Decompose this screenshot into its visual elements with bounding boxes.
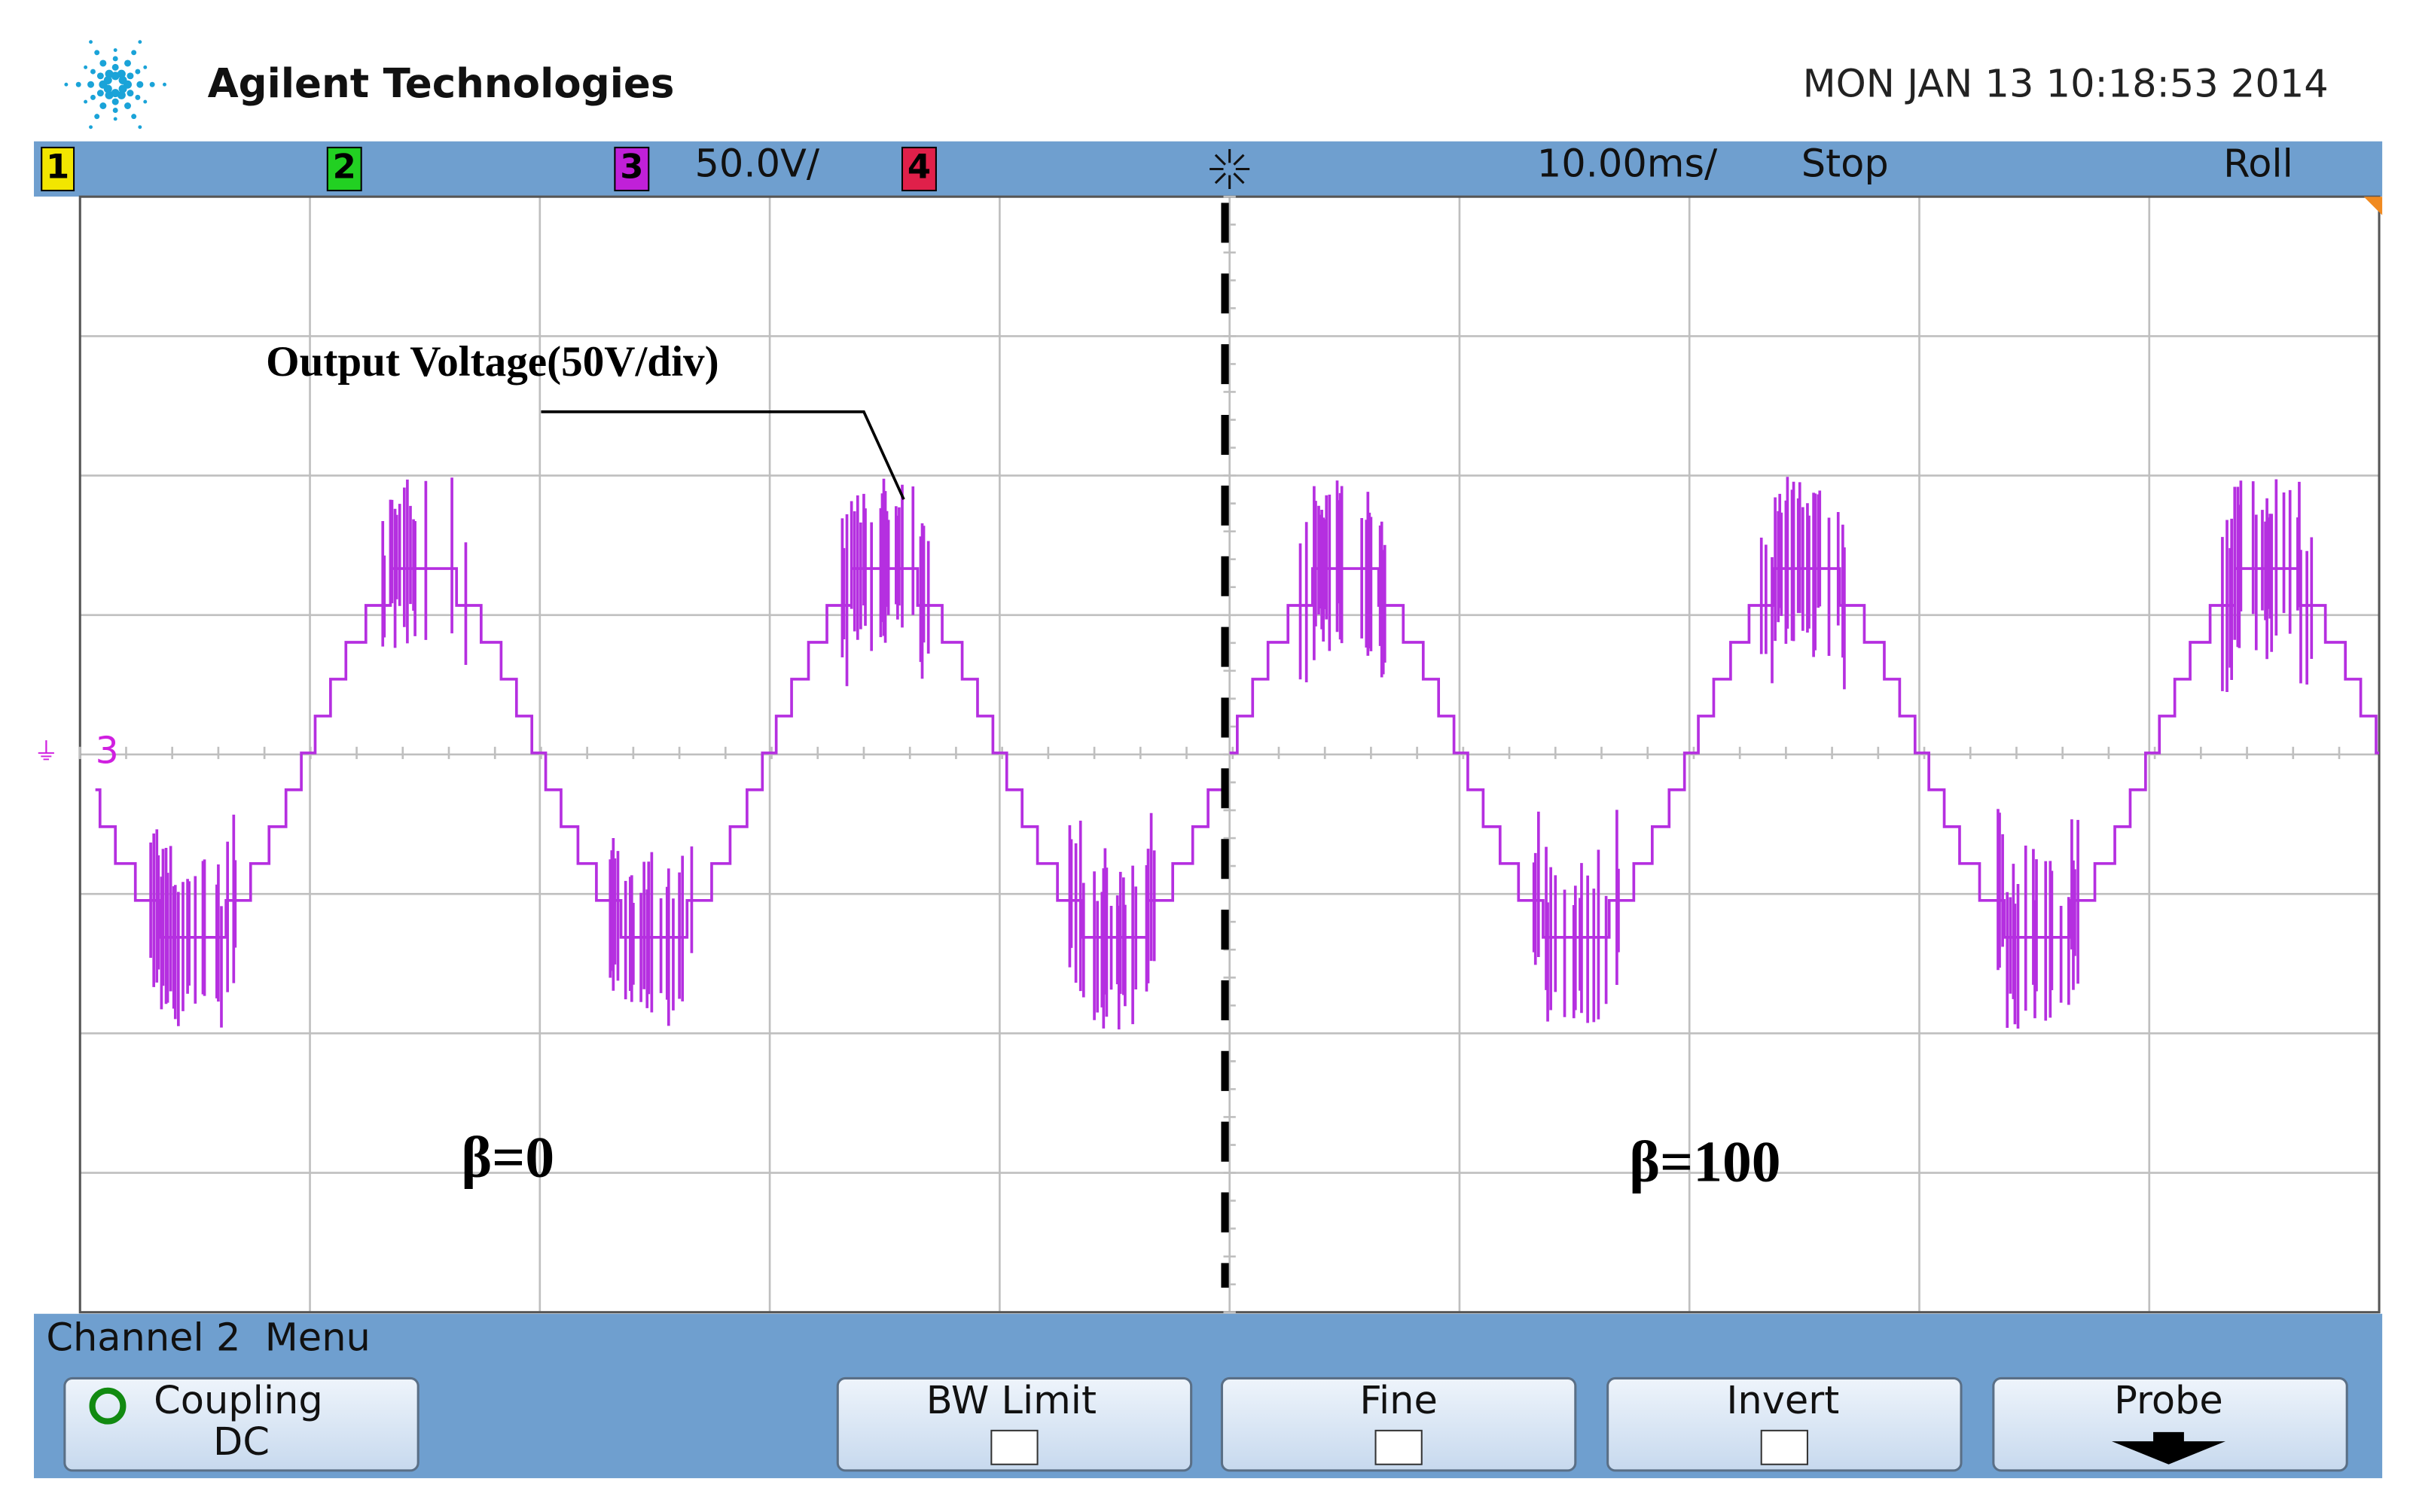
logo-dot	[113, 117, 117, 121]
logo-dot	[99, 59, 107, 67]
logo-dot	[149, 81, 155, 87]
logo-dot	[131, 50, 137, 56]
trigger-ray	[1233, 154, 1245, 166]
logo-dot	[143, 65, 148, 69]
region-label-right: β=100	[1629, 1129, 1780, 1194]
logo-dot	[131, 114, 137, 120]
logo-dot	[112, 56, 118, 62]
logo-dot	[89, 40, 93, 44]
logo-dot	[138, 40, 142, 44]
channel-3-box[interactable]	[614, 146, 650, 192]
run-state: Stop	[1801, 142, 1889, 186]
softkey-label[interactable]: Probe	[2114, 1379, 2223, 1423]
logo-dot	[113, 48, 117, 52]
softkey[interactable]: BW Limit	[836, 1376, 1193, 1472]
logo-dot	[99, 102, 107, 110]
annotation-leader	[541, 410, 905, 500]
softkey-button[interactable]	[836, 1376, 1193, 1472]
acquisition-mode: Roll	[2223, 142, 2293, 186]
logo-dot	[143, 99, 148, 104]
logo-dot	[87, 81, 95, 88]
logo-dot	[90, 94, 96, 100]
logo-dot	[136, 81, 144, 88]
logo-dot	[118, 84, 127, 93]
logo-dot	[124, 59, 131, 67]
logo-dot	[90, 69, 96, 75]
logo-dot	[135, 94, 141, 100]
trigger-icon	[1210, 148, 1250, 189]
channel-4[interactable]: 4	[908, 146, 931, 186]
softkey[interactable]: Fine	[1220, 1376, 1577, 1472]
channel-2-box[interactable]	[326, 146, 362, 192]
menu-title: Channel 2 Menu	[46, 1315, 371, 1360]
softkey-value[interactable]: DC	[213, 1420, 270, 1465]
status-bar	[34, 141, 2383, 197]
channel-1[interactable]: 1	[46, 146, 69, 186]
softkey[interactable]: Probe	[1992, 1376, 2348, 1472]
logo-dot	[138, 125, 142, 130]
channel-marker: 3	[96, 729, 119, 772]
trigger-ray	[1214, 154, 1226, 166]
logo-dot	[124, 102, 131, 110]
logo-dot	[75, 81, 81, 87]
channel-1-box[interactable]	[41, 146, 75, 192]
softkey-button[interactable]	[1220, 1376, 1577, 1472]
timebase: 10.00ms/	[1537, 142, 1718, 186]
softkey[interactable]: Invert	[1606, 1376, 1963, 1472]
logo-dot	[96, 90, 104, 97]
logo-dot	[105, 90, 114, 99]
menu-panel	[34, 1313, 2383, 1479]
channel-2[interactable]: 2	[333, 146, 356, 186]
logo-dot	[89, 125, 93, 130]
softkey-label[interactable]: Coupling	[154, 1379, 323, 1423]
logo-dot	[111, 63, 119, 71]
ch3-scale: 50.0V/	[695, 142, 820, 186]
probe-arrow	[2111, 1431, 2225, 1465]
graticule	[78, 195, 2381, 1314]
coupling-icon	[89, 1387, 127, 1425]
checkbox[interactable]	[1760, 1429, 1808, 1465]
logo-dot	[117, 69, 126, 78]
logo-dot	[64, 82, 69, 87]
logo-dot	[112, 108, 118, 113]
trigger-ray	[1233, 172, 1245, 184]
channel-3[interactable]: 3	[620, 146, 643, 186]
softkey-button[interactable]	[1606, 1376, 1963, 1472]
logo-dot	[94, 114, 100, 120]
logo-dot	[103, 76, 112, 85]
logo	[64, 40, 166, 130]
logo-dot	[127, 72, 134, 80]
logo-dot	[127, 90, 134, 97]
logo-dot	[94, 50, 100, 56]
logo-dot	[135, 69, 141, 75]
waveform	[95, 477, 2380, 1030]
softkey-button[interactable]	[1992, 1376, 2348, 1472]
checkbox[interactable]	[990, 1429, 1039, 1465]
channel-4-box[interactable]	[901, 146, 937, 192]
logo-dot	[84, 65, 88, 69]
ground-marker: ⏚	[34, 737, 59, 766]
region-label-left: β=0	[461, 1125, 554, 1190]
logo-dot	[84, 99, 88, 104]
logo-dot	[163, 82, 166, 87]
logo-dot	[118, 76, 127, 85]
softkey[interactable]: Coupling DC	[63, 1376, 419, 1472]
softkey-label[interactable]: Invert	[1726, 1379, 1839, 1423]
softkey-button[interactable]	[63, 1376, 419, 1472]
annotation: Output Voltage(50V/div)	[266, 338, 719, 386]
softkey-label[interactable]: BW Limit	[926, 1379, 1097, 1423]
datetime: MON JAN 13 10:18:53 2014	[1803, 62, 2329, 106]
brand: Agilent Technologies	[208, 60, 675, 107]
logo-dot	[96, 72, 104, 80]
softkey-label[interactable]: Fine	[1359, 1379, 1438, 1423]
logo-dot	[111, 98, 119, 105]
trigger-ray	[1214, 172, 1226, 184]
checkbox[interactable]	[1374, 1429, 1423, 1465]
